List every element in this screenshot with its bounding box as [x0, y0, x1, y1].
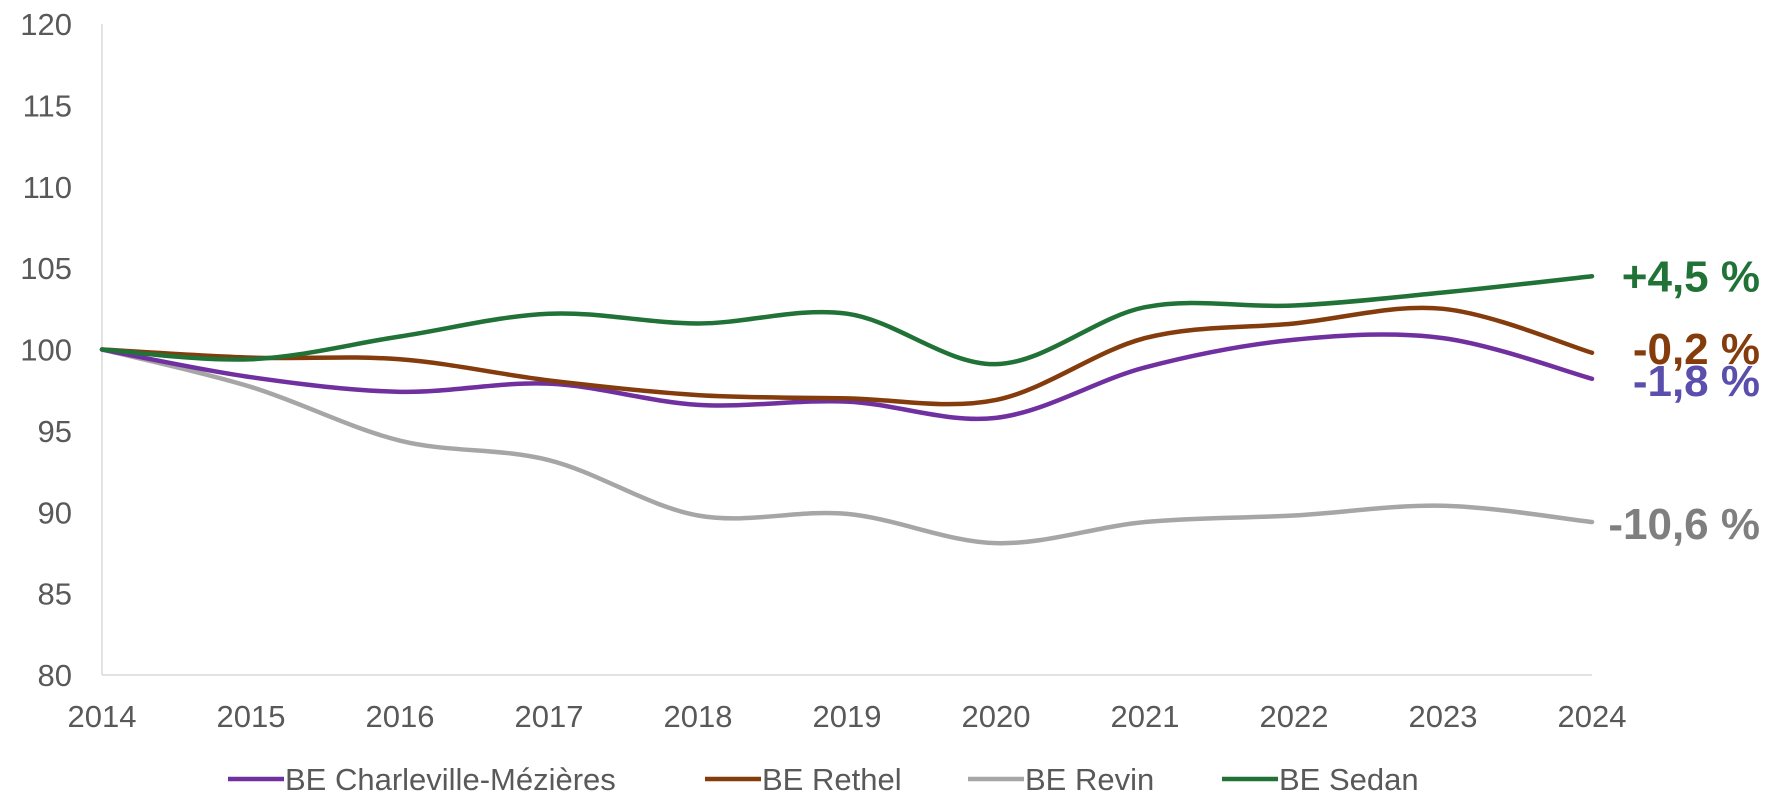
- x-tick-label: 2021: [1111, 699, 1180, 734]
- x-tick-label: 2014: [68, 699, 137, 734]
- x-tick-label: 2019: [813, 699, 882, 734]
- legend-item: BE Sedan: [1222, 762, 1419, 794]
- x-tick-label: 2018: [664, 699, 733, 734]
- y-tick-label: 110: [23, 170, 72, 205]
- series-line-be-rethel: [99, 305, 1595, 407]
- series-line-be-charleville-mezieres: [99, 332, 1595, 422]
- y-tick-label: 90: [38, 495, 72, 530]
- legend: BE Charleville-Mézières BE Rethel BE Revin…: [228, 762, 1419, 794]
- y-tick-label: 80: [38, 658, 72, 693]
- end-label: +4,5 %: [1622, 252, 1760, 301]
- end-label: -10,6 %: [1608, 500, 1760, 549]
- y-tick-label: 85: [38, 577, 72, 612]
- x-tick-label: 2023: [1409, 699, 1478, 734]
- x-tick-label: 2016: [366, 699, 435, 734]
- end-label: -1,8 %: [1633, 357, 1760, 406]
- legend-label: BE Charleville-Mézières: [285, 762, 616, 794]
- axes: 80 85 90 95 100 105 110 115 120 2014 2015 2016 2017 2…: [20, 7, 1626, 734]
- y-tick-label: 105: [20, 251, 72, 286]
- series-lines: [99, 274, 1595, 546]
- end-label: -0,2 %: [1633, 325, 1760, 374]
- y-tick-label: 95: [38, 414, 72, 449]
- legend-label: BE Rethel: [762, 762, 902, 794]
- series-line-be-revin: [99, 347, 1595, 546]
- x-tick-label: 2017: [515, 699, 584, 734]
- legend-item: BE Revin: [968, 762, 1154, 794]
- legend-item: BE Charleville-Mézières: [228, 762, 616, 794]
- series-line-be-sedan: [99, 274, 1595, 367]
- x-tick-label: 2022: [1260, 699, 1329, 734]
- y-tick-label: 120: [20, 7, 72, 42]
- legend-label: BE Sedan: [1279, 762, 1419, 794]
- end-labels: -1,8 %-0,2 % -10,6 % +4,5 %: [1608, 252, 1760, 549]
- y-tick-label: 115: [23, 88, 72, 123]
- x-tick-label: 2020: [962, 699, 1031, 734]
- x-tick-label: 2015: [217, 699, 286, 734]
- x-tick-label: 2024: [1558, 699, 1627, 734]
- y-tick-label: 100: [20, 333, 72, 368]
- legend-item: BE Rethel: [705, 762, 902, 794]
- legend-label: BE Revin: [1025, 762, 1154, 794]
